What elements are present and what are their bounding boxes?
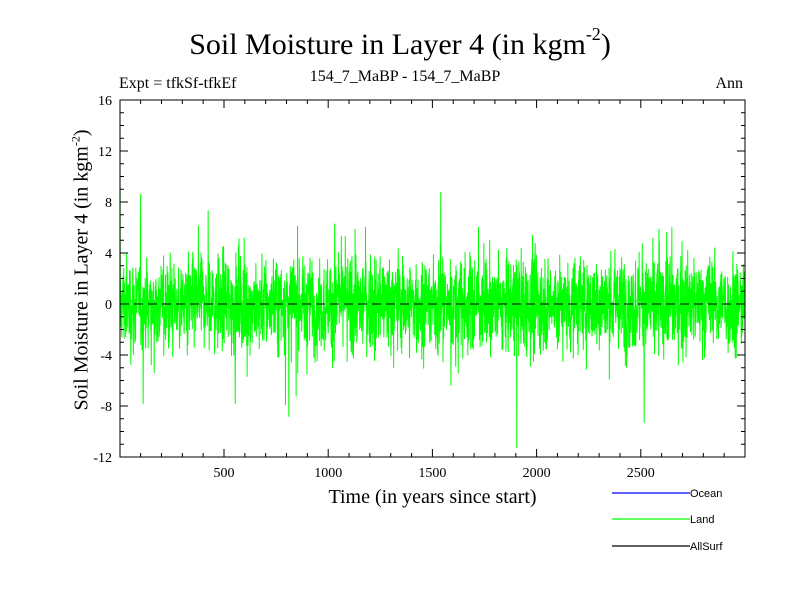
x-tick-label: 2000 <box>523 466 551 481</box>
x-tick-label: 1500 <box>418 466 446 481</box>
y-tick-label: -8 <box>100 400 112 415</box>
y-tick-label: -4 <box>100 349 112 364</box>
y-tick-label: 8 <box>105 196 112 211</box>
x-tick-label: 2500 <box>627 466 655 481</box>
chart-title: Soil Moisture in Layer 4 (in kgm-2) <box>189 24 611 61</box>
ticks-layer: 500 1000 1500 2000 2500 -12 -8 -4 0 4 8 12 16 <box>93 94 745 481</box>
y-tick-label: 16 <box>98 94 112 109</box>
season-label: Ann <box>715 75 743 92</box>
x-axis-label: Time (in years since start) <box>328 486 537 508</box>
series-line-land <box>119 140 746 449</box>
chart-subtitle: 154_7_MaBP - 154_7_MaBP <box>309 68 501 85</box>
y-tick-label: 0 <box>105 298 112 313</box>
legend-label-allsurf: AllSurf <box>690 541 723 553</box>
x-tick-label: 500 <box>213 466 234 481</box>
x-tick-label: 1000 <box>314 466 342 481</box>
y-tick-label: -12 <box>93 451 112 466</box>
y-tick-label: 4 <box>105 247 112 262</box>
y-tick-label: 12 <box>98 145 112 160</box>
legend-label-ocean: Ocean <box>690 488 722 500</box>
legend: Ocean Land AllSurf <box>612 488 723 553</box>
series-layer <box>119 140 746 449</box>
legend-label-land: Land <box>690 514 714 526</box>
experiment-label: Expt = tfkSf-tfkEf <box>119 75 237 92</box>
